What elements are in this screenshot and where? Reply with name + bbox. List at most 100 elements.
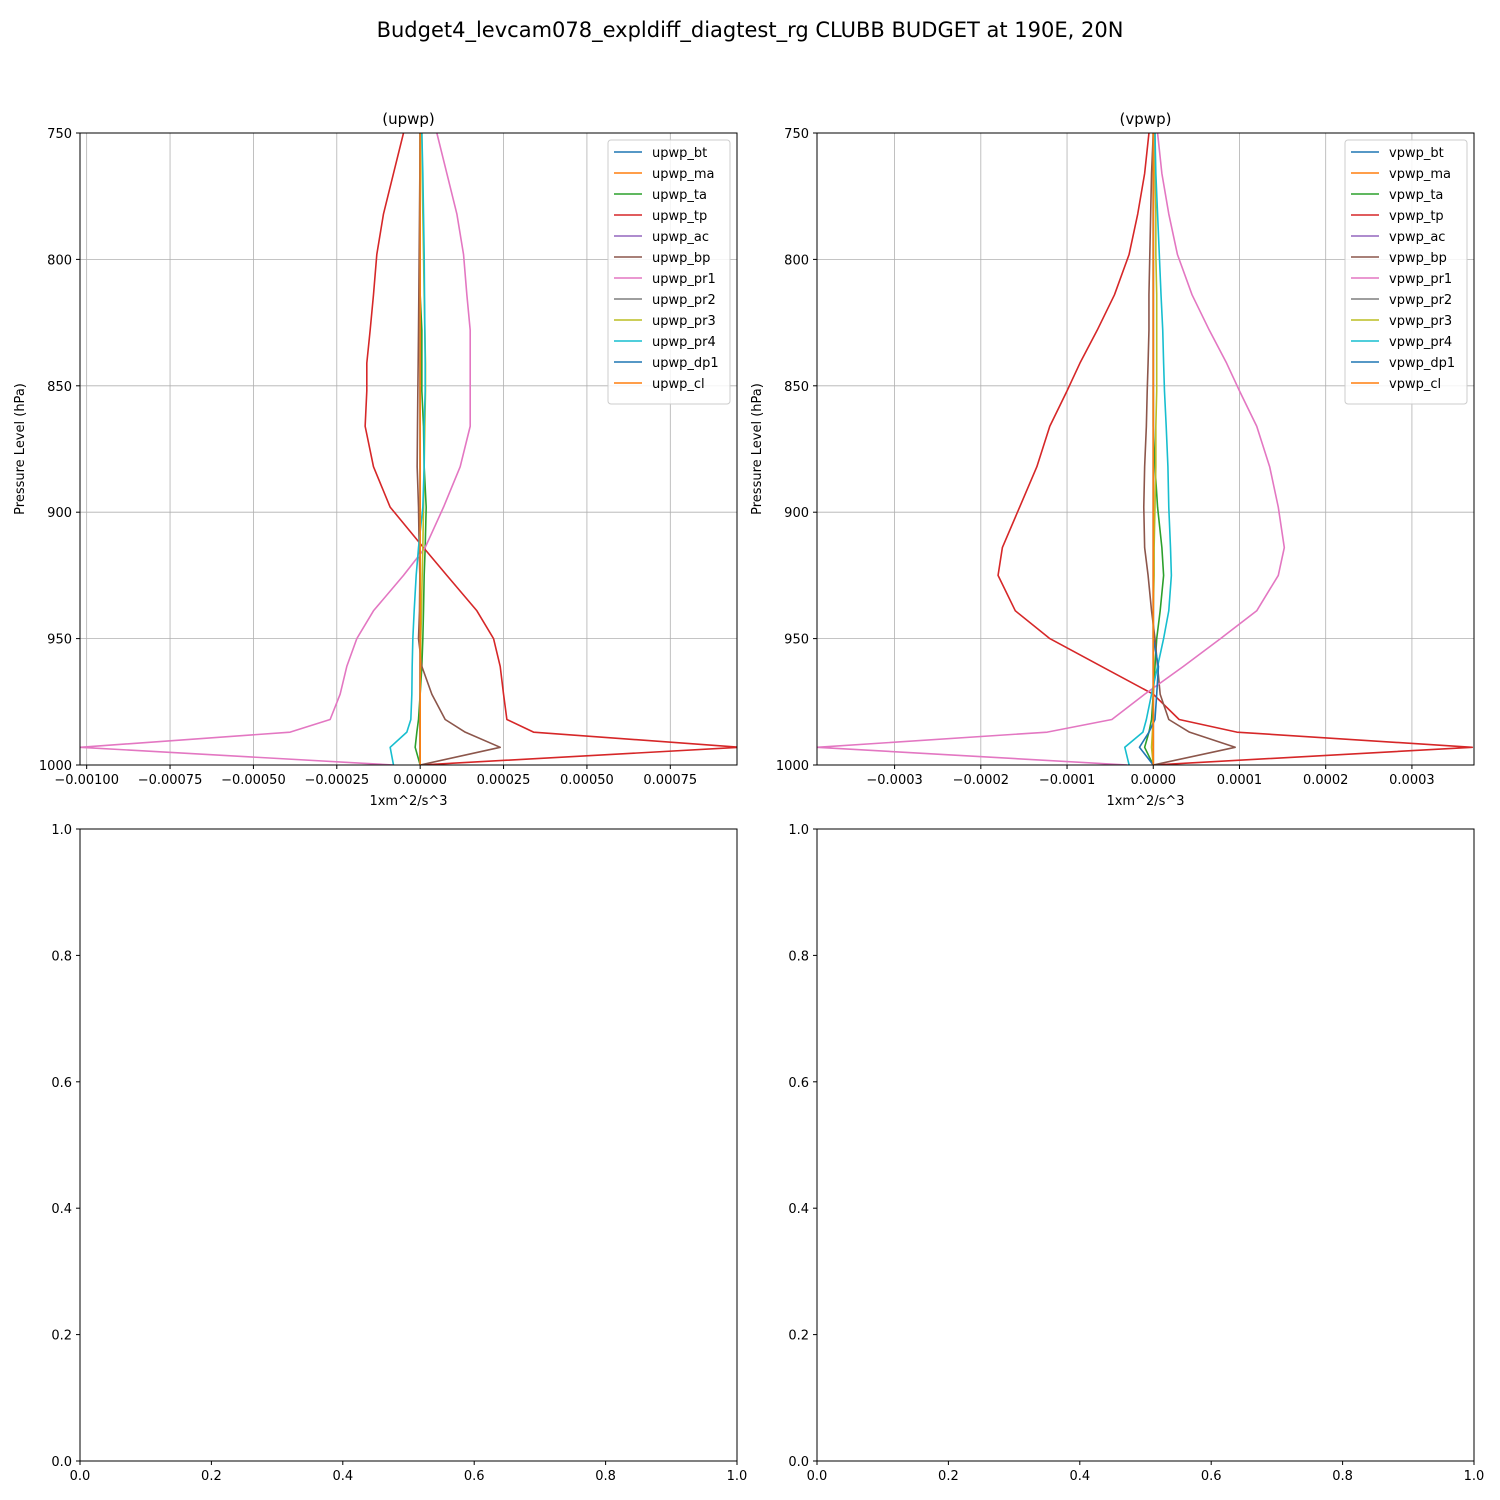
legend: vpwp_bt vpwp_ma vpwp_ta vpwp_tp vpwp_ac vpwp_… [1344,139,1468,405]
y-tick-label: 0.8 [788,949,809,964]
x-tick-label: 0.00000 [393,773,447,788]
y-tick-label: 900 [47,506,72,521]
legend-label-upwp_ma: upwp_ma [652,167,715,182]
legend-label-vpwp_pr3: vpwp_pr3 [1389,314,1452,329]
panel-title: (vpwp) [1120,110,1172,128]
series-line-upwp_tp [364,133,737,765]
y-tick-label: 0.2 [788,1329,809,1344]
x-tick-label: 0.0000 [1131,773,1177,788]
legend-label-vpwp_bt: vpwp_bt [1389,146,1444,161]
series-line-upwp_bp [416,133,502,765]
legend-label-vpwp_pr4: vpwp_pr4 [1389,335,1452,350]
x-tick-label: 0.4 [1069,1469,1090,1484]
y-tick-label: 0.0 [51,1455,72,1470]
legend-label-upwp_bp: upwp_bp [652,251,710,266]
legend-label-upwp_ac: upwp_ac [652,230,709,245]
y-tick-label: 800 [47,253,72,268]
legend-label-vpwp_tp: vpwp_tp [1389,209,1444,224]
y-tick-label: 850 [47,380,72,395]
x-tick-label: −0.00050 [221,773,286,788]
legend-label-upwp_ta: upwp_ta [652,188,707,203]
legend-label-vpwp_bp: vpwp_bp [1389,251,1447,266]
y-tick-label: 0.4 [788,1202,809,1217]
legend-label-vpwp_cl: vpwp_cl [1389,377,1441,392]
panels: −0.00100 −0.00075 −0.00050 −0.00025 0.00000 0… [13,110,1484,1484]
y-axis-label: Pressure Level (hPa) [750,383,765,515]
x-tick-label: 0.0002 [1303,773,1349,788]
y-tick-label: 950 [784,633,809,648]
x-tick-label: 0.00075 [643,773,697,788]
legend-label-upwp_dp1: upwp_dp1 [652,356,719,371]
legend-label-vpwp_dp1: vpwp_dp1 [1389,356,1455,371]
x-axis-label: 1xm^2/s^3 [1106,794,1184,809]
legend-label-upwp_pr3: upwp_pr3 [652,314,716,329]
y-tick-label: 750 [47,127,72,142]
y-tick-label: 0.6 [788,1076,809,1091]
series-lines [80,133,737,765]
x-tick-label: 0.4 [332,1469,353,1484]
x-tick-label: 0.2 [201,1469,222,1484]
y-tick-label: 0.0 [788,1455,809,1470]
x-tick-label: 0.8 [1332,1469,1353,1484]
x-tick-label: 0.0003 [1389,773,1435,788]
legend-label-vpwp_pr1: vpwp_pr1 [1389,272,1452,287]
x-tick-label: −0.0001 [1039,773,1095,788]
x-tick-label: 0.2 [938,1469,959,1484]
x-axis-label: 1xm^2/s^3 [369,794,447,809]
y-tick-label: 1000 [39,759,72,774]
legend: upwp_bt upwp_ma upwp_ta upwp_tp upwp_ac upwp_… [607,139,731,405]
axes-frame [816,828,1475,1462]
axes-frame [79,132,738,766]
y-tick-label: 950 [47,633,72,648]
x-tick-label: 0.00025 [477,773,531,788]
y-tick-label: 750 [784,127,809,142]
y-tick-label: 0.2 [51,1329,72,1344]
y-tick-label: 1.0 [51,823,72,838]
series-lines [817,133,1474,765]
y-tick-label: 850 [784,380,809,395]
x-tick-label: 0.6 [1201,1469,1222,1484]
series-line-vpwp_bp [1142,133,1236,765]
legend-label-upwp_pr2: upwp_pr2 [652,293,716,308]
legend-label-vpwp_ma: vpwp_ma [1389,167,1451,182]
legend-label-vpwp_pr2: vpwp_pr2 [1389,293,1452,308]
axes-frame [79,828,738,1462]
x-tick-label: 0.0001 [1217,773,1263,788]
series-line-upwp_pr4 [389,133,426,765]
y-tick-label: 800 [784,253,809,268]
series-line-vpwp_pr1 [817,133,1286,765]
figure-title: Budget4_levcam078_expldiff_diagtest_rg C… [377,18,1124,43]
y-tick-label: 0.4 [51,1202,72,1217]
axes-frame [816,132,1475,766]
series-line-vpwp_pr4 [1124,133,1173,765]
legend-box [1344,139,1468,405]
x-tick-label: 0.0 [70,1469,91,1484]
y-tick-label: 0.8 [51,949,72,964]
panel-2: −0.0003 −0.0002 −0.0001 0.0000 0.0001 0.0002 0… [750,110,1475,809]
legend-label-upwp_pr1: upwp_pr1 [652,272,716,287]
legend-label-upwp_pr4: upwp_pr4 [652,335,716,350]
x-tick-label: 0.6 [464,1469,485,1484]
series-line-vpwp_tp [997,133,1474,765]
panel-1: −0.00100 −0.00075 −0.00050 −0.00025 0.00000 0… [13,110,738,809]
y-tick-label: 1000 [776,759,809,774]
x-tick-label: −0.00100 [54,773,119,788]
x-tick-label: −0.00025 [304,773,369,788]
x-tick-label: −0.00075 [138,773,203,788]
x-tick-label: 0.0 [807,1469,828,1484]
y-axis-label: Pressure Level (hPa) [13,383,28,515]
panel-3: 0.0 0.2 0.4 0.6 0.8 1.0 0.0 0.2 0.4 0.6 0.8 1.0 [51,823,747,1484]
panel-4: 0.0 0.2 0.4 0.6 0.8 1.0 0.0 0.2 0.4 0.6 0.8 1.0 [788,823,1484,1484]
panel-title: (upwp) [382,110,435,128]
legend-label-vpwp_ac: vpwp_ac [1389,230,1445,245]
series-line-upwp_pr1 [80,133,472,765]
x-tick-label: 1.0 [1464,1469,1485,1484]
y-tick-label: 1.0 [788,823,809,838]
y-tick-label: 0.6 [51,1076,72,1091]
legend-label-upwp_cl: upwp_cl [652,377,705,392]
legend-label-upwp_bt: upwp_bt [652,146,707,161]
legend-label-vpwp_ta: vpwp_ta [1389,188,1443,203]
x-tick-label: 1.0 [727,1469,748,1484]
